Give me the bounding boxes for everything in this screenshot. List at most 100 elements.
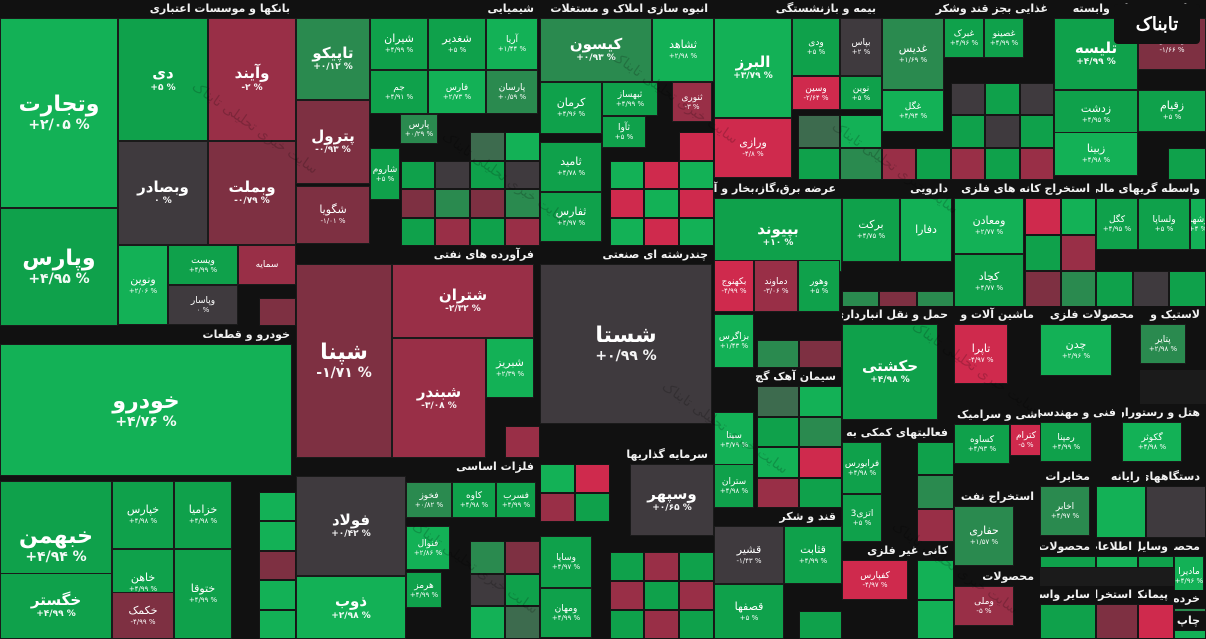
symbol-tile[interactable]: [470, 217, 506, 246]
symbol-tile[interactable]: نوین +۵ %: [840, 76, 882, 110]
symbol-tile[interactable]: [259, 298, 296, 326]
symbol-tile[interactable]: [799, 386, 842, 417]
symbol-tile[interactable]: اخابر +۴/۹۷ %: [1040, 486, 1090, 536]
sector-title[interactable]: انبوه سازی املاک و مستغلات: [550, 2, 708, 15]
symbol-tile[interactable]: [798, 147, 840, 180]
symbol-tile[interactable]: [916, 508, 954, 542]
symbol-tile[interactable]: [882, 147, 917, 180]
symbol-tile[interactable]: [1060, 234, 1096, 272]
symbol-tile[interactable]: کچاد +۴/۷۷ %: [954, 254, 1024, 310]
symbol-tile[interactable]: آریا +۱/۴۴ %: [486, 18, 538, 70]
symbol-tile[interactable]: [400, 189, 436, 218]
sector-title[interactable]: کانی غیر فلزی: [867, 544, 948, 557]
symbol-tile[interactable]: [259, 491, 296, 521]
symbol-tile[interactable]: تاپیکو +۰/۱۲ %: [296, 18, 370, 100]
symbol-tile[interactable]: [609, 580, 645, 610]
sector-title[interactable]: فنی و مهندسی: [1040, 406, 1116, 419]
symbol-tile[interactable]: خودرو +۴/۷۶ %: [0, 344, 292, 476]
symbol-tile[interactable]: [470, 606, 506, 639]
symbol-tile[interactable]: [1019, 115, 1054, 148]
symbol-tile[interactable]: [679, 217, 714, 246]
symbol-tile[interactable]: شاروم +۵ %: [370, 148, 400, 200]
symbol-tile[interactable]: خپارس +۴/۹۸ %: [112, 481, 174, 549]
symbol-tile[interactable]: فسرب +۴/۹۹ %: [496, 482, 536, 518]
symbol-tile[interactable]: خگستر +۴/۹۹ %: [0, 573, 112, 639]
symbol-tile[interactable]: مادیرا +۴/۹۶ %: [1174, 556, 1204, 596]
symbol-tile[interactable]: [840, 147, 882, 180]
symbol-tile[interactable]: شبندر -۳/۰۸ %: [392, 338, 486, 458]
symbol-tile[interactable]: [679, 189, 714, 218]
sector-title[interactable]: هتل و رستوران: [1122, 406, 1200, 419]
symbol-tile[interactable]: ثامید +۴/۷۸ %: [540, 142, 602, 192]
symbol-tile[interactable]: [505, 606, 540, 639]
sector-title[interactable]: واسطه گریهای مالی و: [1096, 182, 1200, 195]
symbol-tile[interactable]: وتجارت +۲/۰۵ %: [0, 18, 118, 208]
symbol-tile[interactable]: البرز +۳/۷۹ %: [714, 18, 792, 118]
symbol-tile[interactable]: [574, 493, 610, 523]
symbol-tile[interactable]: ثفارس +۴/۹۷ %: [540, 192, 602, 242]
sector-title[interactable]: غذایی بجز قند وشکر: [935, 2, 1048, 15]
symbol-tile[interactable]: زقیام +۵ %: [1138, 90, 1206, 132]
symbol-tile[interactable]: ودی +۵ %: [792, 18, 840, 76]
symbol-tile[interactable]: هرمز +۴/۹۹ %: [406, 572, 442, 608]
symbol-tile[interactable]: کاوه +۴/۹۸ %: [452, 482, 496, 518]
symbol-tile[interactable]: [259, 580, 296, 610]
symbol-tile[interactable]: [470, 541, 506, 574]
symbol-tile[interactable]: دماوند -۳/۰۶ %: [754, 260, 798, 312]
symbol-tile[interactable]: [644, 217, 680, 246]
symbol-tile[interactable]: [574, 464, 610, 494]
symbol-tile[interactable]: ثآوا +۵ %: [602, 116, 646, 148]
symbol-tile[interactable]: کیسون +۰/۹۳ %: [540, 18, 652, 82]
symbol-tile[interactable]: حفاری +۱/۵۷ %: [954, 506, 1014, 566]
sector-title[interactable]: فلزات اساسی: [456, 460, 534, 473]
symbol-tile[interactable]: بکهنوج -۴/۹۹ %: [714, 260, 754, 312]
sector-title[interactable]: فعالیتهای کمکی به نهاد: [842, 426, 948, 439]
symbol-tile[interactable]: [679, 551, 714, 581]
sector-title[interactable]: استخراج: [1096, 588, 1132, 601]
symbol-tile[interactable]: [679, 609, 714, 639]
symbol-tile[interactable]: کترام -۵ %: [1010, 424, 1042, 456]
symbol-tile[interactable]: کساوه +۴/۹۳ %: [954, 424, 1010, 464]
sector-title[interactable]: مخابرات: [1045, 470, 1090, 483]
sector-title[interactable]: استخراج نفت: [960, 490, 1034, 503]
symbol-tile[interactable]: وبملت -۰/۷۹ %: [208, 141, 296, 245]
symbol-tile[interactable]: [1060, 198, 1096, 235]
symbol-tile[interactable]: وهور +۵ %: [798, 260, 840, 312]
symbol-tile[interactable]: [609, 189, 645, 218]
symbol-tile[interactable]: وپارس +۴/۹۵ %: [0, 208, 118, 326]
symbol-tile[interactable]: زدشت +۴/۹۵ %: [1054, 90, 1138, 138]
symbol-tile[interactable]: دفارا: [900, 198, 952, 262]
symbol-tile[interactable]: [985, 82, 1020, 116]
symbol-tile[interactable]: غدیس +۱/۶۹ %: [882, 18, 944, 90]
symbol-tile[interactable]: فولاد +۰/۴۲ %: [296, 476, 406, 576]
symbol-tile[interactable]: [400, 160, 436, 189]
symbol-tile[interactable]: اتزی3 +۵ %: [842, 494, 882, 542]
symbol-tile[interactable]: وملی -۵ %: [954, 586, 1014, 626]
symbol-tile[interactable]: [756, 416, 800, 447]
symbol-tile[interactable]: فخوز +۰/۸۲ %: [406, 482, 452, 518]
sector-title[interactable]: لاستیک و: [1150, 308, 1200, 321]
symbol-tile[interactable]: [259, 550, 296, 580]
symbol-tile[interactable]: [679, 132, 714, 161]
symbol-tile[interactable]: بپاس +۲ %: [840, 18, 882, 76]
symbol-tile[interactable]: شپنا -۱/۷۱ %: [296, 264, 392, 458]
sector-title[interactable]: بانکها و موسسات اعتباری: [149, 2, 290, 15]
symbol-tile[interactable]: [1096, 271, 1133, 308]
symbol-tile[interactable]: ومعادن +۲/۷۷ %: [954, 198, 1024, 254]
symbol-tile[interactable]: [1025, 198, 1061, 235]
symbol-tile[interactable]: ولساپا +۵ %: [1138, 198, 1190, 250]
sector-title[interactable]: چاپ و: [1174, 614, 1200, 627]
symbol-tile[interactable]: [1096, 604, 1138, 639]
symbol-tile[interactable]: [840, 115, 882, 148]
symbol-tile[interactable]: ستران +۴/۹۸ %: [714, 464, 754, 508]
symbol-tile[interactable]: خزامیا +۴/۹۸ %: [174, 481, 232, 549]
symbol-tile[interactable]: فنوال +۲/۸۶ %: [406, 526, 450, 570]
symbol-tile[interactable]: [505, 132, 540, 161]
symbol-tile[interactable]: پارس +۰/۲۹ %: [400, 114, 438, 144]
sector-title[interactable]: شیمیایی: [487, 2, 534, 15]
symbol-tile[interactable]: [505, 189, 540, 218]
symbol-tile[interactable]: [756, 447, 800, 478]
symbol-tile[interactable]: [799, 477, 842, 508]
symbol-tile[interactable]: ذوب +۲/۹۸ %: [296, 576, 406, 639]
symbol-tile[interactable]: شتران -۲/۳۲ %: [392, 264, 534, 338]
